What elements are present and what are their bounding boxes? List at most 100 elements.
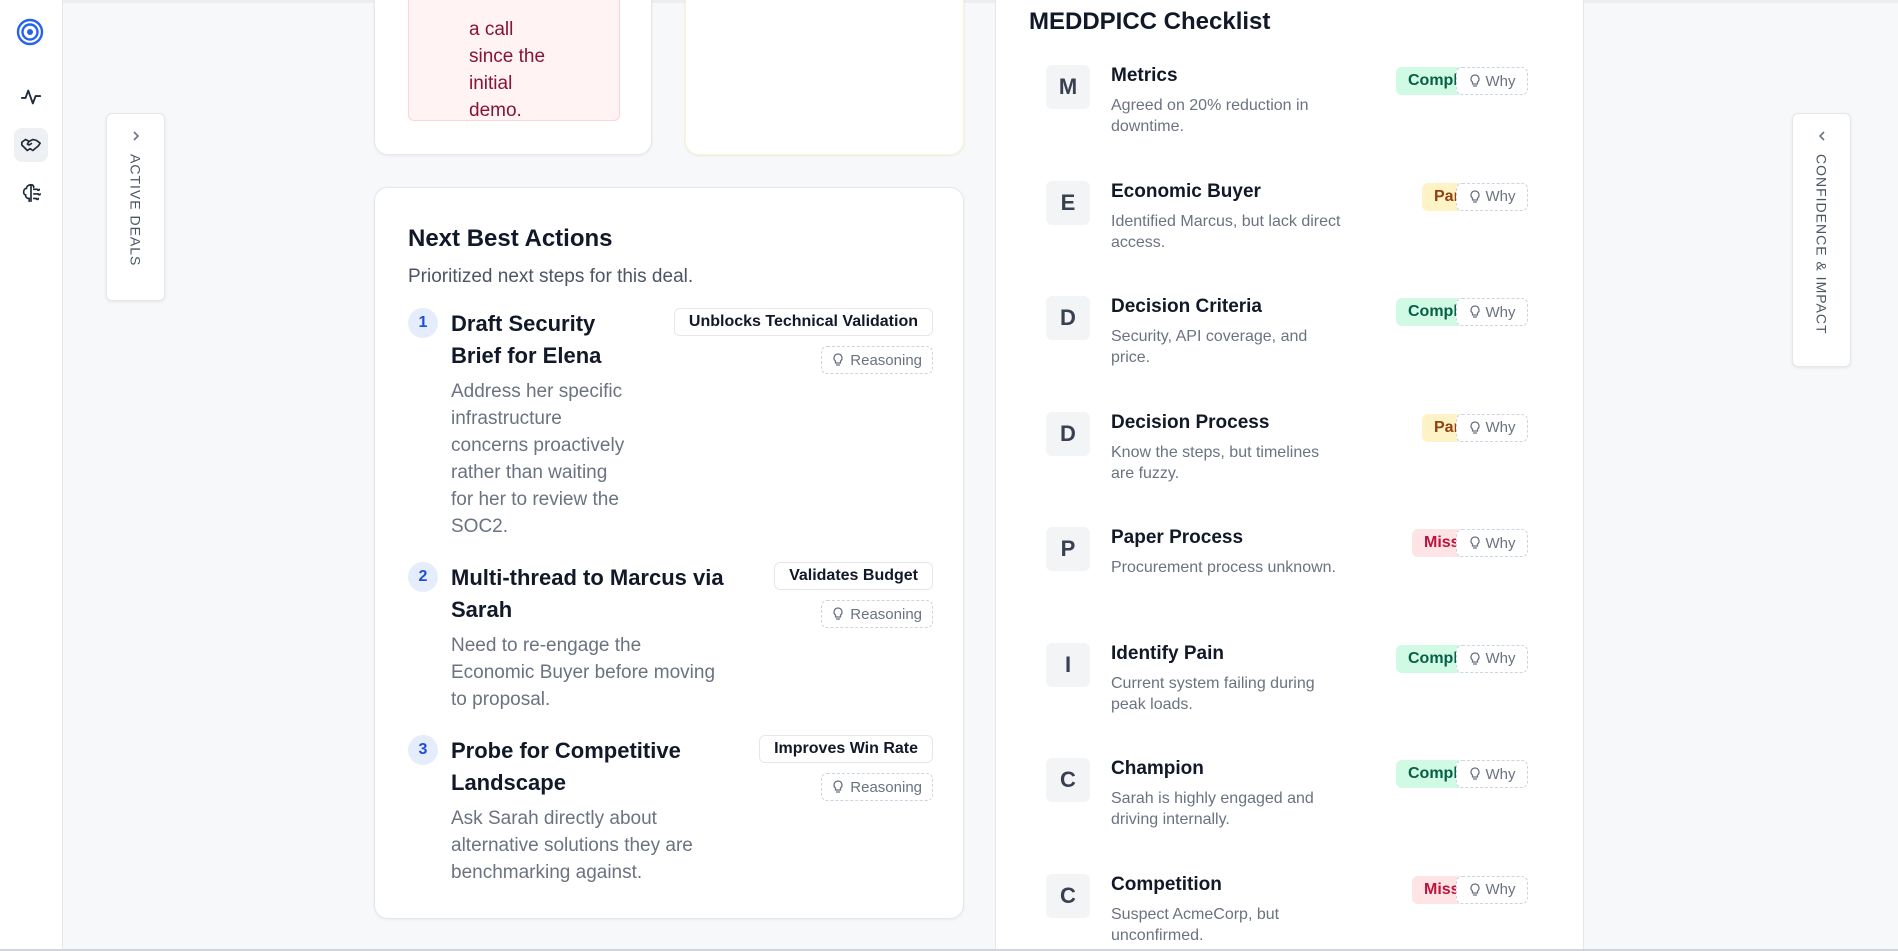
risk-alert: a call since the initial demo. bbox=[408, 0, 620, 121]
meddpicc-row: P Paper Process Procurement process unknow… bbox=[1046, 527, 1536, 607]
next-best-actions-subtitle: Prioritized next steps for this deal. bbox=[408, 266, 694, 287]
action-number: 1 bbox=[408, 308, 438, 338]
why-button[interactable]: Why bbox=[1456, 182, 1528, 211]
lightbulb-icon bbox=[1469, 189, 1480, 203]
next-best-actions-title: Next Best Actions bbox=[408, 225, 613, 252]
meddpicc-letter: D bbox=[1046, 296, 1090, 340]
why-button[interactable]: Why bbox=[1456, 67, 1528, 95]
active-deals-panel-toggle[interactable]: ACTIVE DEALS bbox=[106, 113, 165, 301]
action-description: Address her specific infrastructure conc… bbox=[451, 381, 625, 537]
meddpicc-letter: E bbox=[1046, 180, 1090, 225]
meddpicc-name: Economic Buyer bbox=[1111, 180, 1261, 202]
why-button[interactable]: Why bbox=[1456, 644, 1528, 673]
why-label: Why bbox=[1485, 72, 1516, 90]
meddpicc-letter: C bbox=[1046, 758, 1090, 802]
lightbulb-icon bbox=[1469, 305, 1480, 318]
why-button[interactable]: Why bbox=[1456, 760, 1528, 788]
impact-badge: Validates Budget bbox=[774, 562, 933, 590]
meddpicc-checklist: MEDDPICC Checklist M Metrics Agreed on 20%… bbox=[995, 0, 1584, 951]
risk-card: a call since the initial demo. bbox=[374, 0, 652, 155]
lightbulb-icon bbox=[1469, 420, 1480, 434]
why-label: Why bbox=[1485, 419, 1516, 436]
meddpicc-name: Decision Criteria bbox=[1111, 296, 1262, 317]
action-item: 3 Probe for Competitive Landscape Ask Sa… bbox=[408, 735, 933, 885]
meddpicc-name: Champion bbox=[1111, 758, 1204, 779]
why-button[interactable]: Why bbox=[1456, 298, 1528, 326]
lightbulb-icon bbox=[833, 607, 843, 620]
meddpicc-name: Competition bbox=[1111, 873, 1222, 895]
meddpicc-row: M Metrics Agreed on 20% reduction in downt… bbox=[1046, 65, 1536, 145]
meddpicc-description: Procurement process unknown. bbox=[1111, 559, 1336, 576]
activity-icon[interactable] bbox=[14, 80, 48, 114]
action-title: Probe for Competitive Landscape bbox=[451, 738, 681, 795]
lightbulb-icon bbox=[1469, 74, 1480, 87]
handshake-icon[interactable] bbox=[14, 128, 48, 162]
lightbulb-icon bbox=[1469, 882, 1480, 896]
reasoning-button[interactable]: Reasoning bbox=[821, 346, 933, 374]
why-label: Why bbox=[1485, 765, 1516, 783]
lightbulb-icon bbox=[1469, 651, 1480, 665]
action-title: Multi-thread to Marcus via Sarah bbox=[451, 565, 724, 622]
meddpicc-row: E Economic Buyer Identified Marcus, but la… bbox=[1046, 180, 1536, 261]
confidence-impact-panel-toggle[interactable]: CONFIDENCE & IMPACT bbox=[1792, 113, 1851, 367]
action-title: Draft Security Brief for Elena bbox=[451, 311, 602, 368]
meddpicc-description: Security, API coverage, and price. bbox=[1111, 328, 1308, 366]
action-description: Need to re-engage the Economic Buyer bef… bbox=[451, 635, 716, 710]
action-item: 2 Multi-thread to Marcus via Sarah Need … bbox=[408, 562, 933, 712]
why-button[interactable]: Why bbox=[1456, 413, 1528, 442]
confidence-impact-label: CONFIDENCE & IMPACT bbox=[1813, 154, 1830, 335]
meddpicc-name: Identify Pain bbox=[1111, 642, 1224, 664]
meddpicc-letter: C bbox=[1046, 873, 1090, 918]
meddpicc-description: Current system failing during peak loads… bbox=[1111, 674, 1315, 713]
meddpicc-description: Know the steps, but timelines are fuzzy. bbox=[1111, 443, 1320, 482]
lightbulb-icon bbox=[1469, 767, 1480, 780]
reasoning-button[interactable]: Reasoning bbox=[821, 773, 933, 801]
meddpicc-row: D Decision Process Know the steps, but tim… bbox=[1046, 411, 1536, 492]
meddpicc-letter: P bbox=[1046, 527, 1090, 571]
meddpicc-name: Metrics bbox=[1111, 65, 1178, 86]
meddpicc-row: C Competition Suspect AcmeCorp, but unconf… bbox=[1046, 873, 1536, 951]
why-label: Why bbox=[1485, 188, 1516, 205]
meddpicc-description: Identified Marcus, but lack direct acces… bbox=[1111, 212, 1341, 251]
target-icon[interactable] bbox=[16, 18, 44, 46]
why-label: Why bbox=[1485, 303, 1516, 321]
why-label: Why bbox=[1485, 881, 1516, 898]
reasoning-button[interactable]: Reasoning bbox=[821, 600, 933, 628]
action-description: Ask Sarah directly about alternative sol… bbox=[451, 808, 693, 883]
action-item: 1 Draft Security Brief for Elena Address… bbox=[408, 308, 933, 538]
lightbulb-icon bbox=[1469, 536, 1480, 549]
app-sidebar bbox=[0, 0, 63, 951]
why-label: Why bbox=[1485, 534, 1516, 552]
brain-icon[interactable] bbox=[14, 176, 48, 210]
lightbulb-icon bbox=[833, 780, 843, 793]
action-number: 3 bbox=[408, 735, 438, 765]
meddpicc-row: I Identify Pain Current system failing dur… bbox=[1046, 642, 1536, 723]
impact-badge: Improves Win Rate bbox=[759, 735, 933, 763]
impact-badge: Unblocks Technical Validation bbox=[673, 308, 933, 336]
meddpicc-description: Suspect AcmeCorp, but unconfirmed. bbox=[1111, 905, 1280, 944]
meddpicc-title: MEDDPICC Checklist bbox=[1029, 8, 1271, 35]
why-button[interactable]: Why bbox=[1456, 875, 1528, 904]
risk-text: a call since the initial demo. bbox=[469, 19, 546, 121]
why-label: Why bbox=[1485, 650, 1516, 667]
meddpicc-description: Sarah is highly engaged and driving inte… bbox=[1111, 790, 1314, 828]
meddpicc-name: Decision Process bbox=[1111, 411, 1270, 433]
next-best-actions-card: Next Best Actions Prioritized next steps… bbox=[374, 187, 964, 919]
reasoning-label: Reasoning bbox=[850, 778, 922, 796]
meddpicc-description: Agreed on 20% reduction in downtime. bbox=[1111, 97, 1309, 135]
insight-card bbox=[685, 0, 964, 155]
action-number: 2 bbox=[408, 562, 438, 592]
chevron-right-icon bbox=[132, 131, 139, 141]
chevron-left-icon bbox=[1818, 131, 1825, 141]
meddpicc-letter: I bbox=[1046, 642, 1090, 687]
reasoning-label: Reasoning bbox=[850, 605, 922, 623]
bottom-border bbox=[0, 949, 1898, 951]
meddpicc-letter: M bbox=[1046, 65, 1090, 109]
active-deals-label: ACTIVE DEALS bbox=[127, 154, 144, 267]
meddpicc-letter: D bbox=[1046, 411, 1090, 456]
meddpicc-row: C Champion Sarah is highly engaged and dri… bbox=[1046, 758, 1536, 838]
lightbulb-icon bbox=[833, 353, 843, 366]
meddpicc-row: D Decision Criteria Security, API coverage… bbox=[1046, 296, 1536, 376]
why-button[interactable]: Why bbox=[1456, 529, 1528, 557]
meddpicc-name: Paper Process bbox=[1111, 527, 1244, 548]
